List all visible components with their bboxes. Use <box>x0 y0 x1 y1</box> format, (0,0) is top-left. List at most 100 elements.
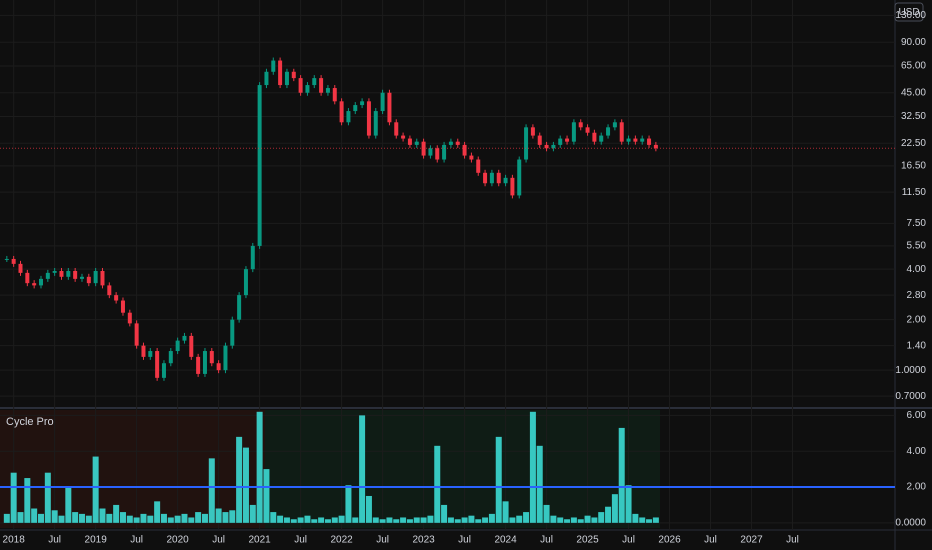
indicator-bar <box>352 517 359 523</box>
indicator-bar <box>523 512 530 523</box>
indicator-bar <box>420 517 427 523</box>
candle <box>599 135 604 142</box>
currency-label: USD <box>898 7 919 18</box>
x-tick-label: 2024 <box>494 535 517 546</box>
candle <box>373 111 378 136</box>
candle <box>79 276 84 279</box>
indicator-bar <box>543 504 550 523</box>
indicator-bar <box>359 415 366 523</box>
candle <box>4 258 9 260</box>
x-tick-label: Jul <box>130 535 143 546</box>
indicator-bar <box>639 517 646 523</box>
indicator-bar <box>379 519 386 523</box>
indicator-bar <box>482 517 489 523</box>
candle <box>578 122 583 128</box>
indicator-bar <box>297 517 304 523</box>
candle <box>524 127 529 160</box>
candle <box>114 295 119 301</box>
candle <box>189 335 194 357</box>
y-tick-label: 1.40 <box>907 340 927 351</box>
candle <box>38 278 43 286</box>
candle <box>237 295 242 320</box>
indicator-bar <box>304 515 311 523</box>
candle <box>448 141 453 145</box>
candle <box>305 85 310 93</box>
candle <box>271 60 276 72</box>
candle <box>134 323 139 346</box>
indicator-bar <box>44 472 51 523</box>
indicator-bar <box>78 513 85 523</box>
y-tick-label: 4.00 <box>907 446 927 457</box>
indicator-shade <box>0 410 265 528</box>
candle <box>606 127 611 136</box>
candle <box>66 270 71 277</box>
indicator-bar <box>427 515 434 523</box>
indicator-bar <box>181 513 188 523</box>
indicator-bar <box>249 504 256 523</box>
candle <box>653 144 658 149</box>
indicator-bar <box>51 510 58 523</box>
indicator-bar <box>195 512 202 523</box>
candle <box>633 138 638 142</box>
indicator-bar <box>99 508 106 523</box>
indicator-bar <box>652 517 659 523</box>
candle <box>127 312 132 324</box>
candle <box>571 122 576 142</box>
candle <box>243 269 248 296</box>
candle <box>565 138 570 142</box>
indicator-bar <box>509 517 516 523</box>
indicator-bar <box>17 512 24 523</box>
indicator-bar <box>3 513 10 523</box>
candle <box>141 345 146 357</box>
candle <box>544 144 549 149</box>
candle <box>394 122 399 136</box>
y-tick-label: 1.0000 <box>895 365 926 376</box>
indicator-bar <box>10 472 17 523</box>
candle <box>360 101 365 106</box>
indicator-bar <box>31 508 38 523</box>
indicator-bar <box>65 487 72 523</box>
y-tick-label: 11.50 <box>902 187 927 198</box>
currency-button[interactable] <box>894 2 924 22</box>
candle <box>325 88 330 93</box>
indicator-bar <box>229 510 236 523</box>
candle <box>59 270 64 277</box>
candle <box>216 363 221 371</box>
x-tick-label: Jul <box>786 535 799 546</box>
indicator-bar <box>126 515 133 523</box>
candle <box>517 159 522 196</box>
candle <box>551 144 556 149</box>
indicator-bar <box>475 519 482 523</box>
indicator-bar <box>270 512 277 523</box>
candle <box>619 122 624 142</box>
indicator-bar <box>188 517 195 523</box>
candle <box>257 85 262 246</box>
indicator-bar <box>338 515 345 523</box>
candle <box>558 138 563 145</box>
marks <box>0 57 895 523</box>
indicator-bar <box>72 512 79 523</box>
candle <box>86 276 91 284</box>
candle <box>366 101 371 136</box>
candle <box>230 319 235 346</box>
indicator-bar <box>570 517 577 523</box>
x-tick-label: 2023 <box>412 535 435 546</box>
candle <box>414 141 419 145</box>
indicator-bar <box>154 501 161 523</box>
candle <box>264 71 269 86</box>
y-tick-label: 6.00 <box>907 410 927 421</box>
candle <box>52 270 57 273</box>
y-tick-label: 65.00 <box>901 61 926 72</box>
x-tick-label: 2019 <box>85 535 108 546</box>
indicator-bar <box>174 515 181 523</box>
indicator-bar <box>331 517 338 523</box>
candle <box>387 92 392 123</box>
indicator-bar <box>406 519 413 523</box>
indicator-bar <box>386 517 393 523</box>
indicator-title: Cycle Pro <box>6 416 54 428</box>
candle <box>250 245 255 270</box>
indicator-bar <box>167 517 174 523</box>
candle <box>319 78 324 93</box>
candle <box>93 270 98 284</box>
